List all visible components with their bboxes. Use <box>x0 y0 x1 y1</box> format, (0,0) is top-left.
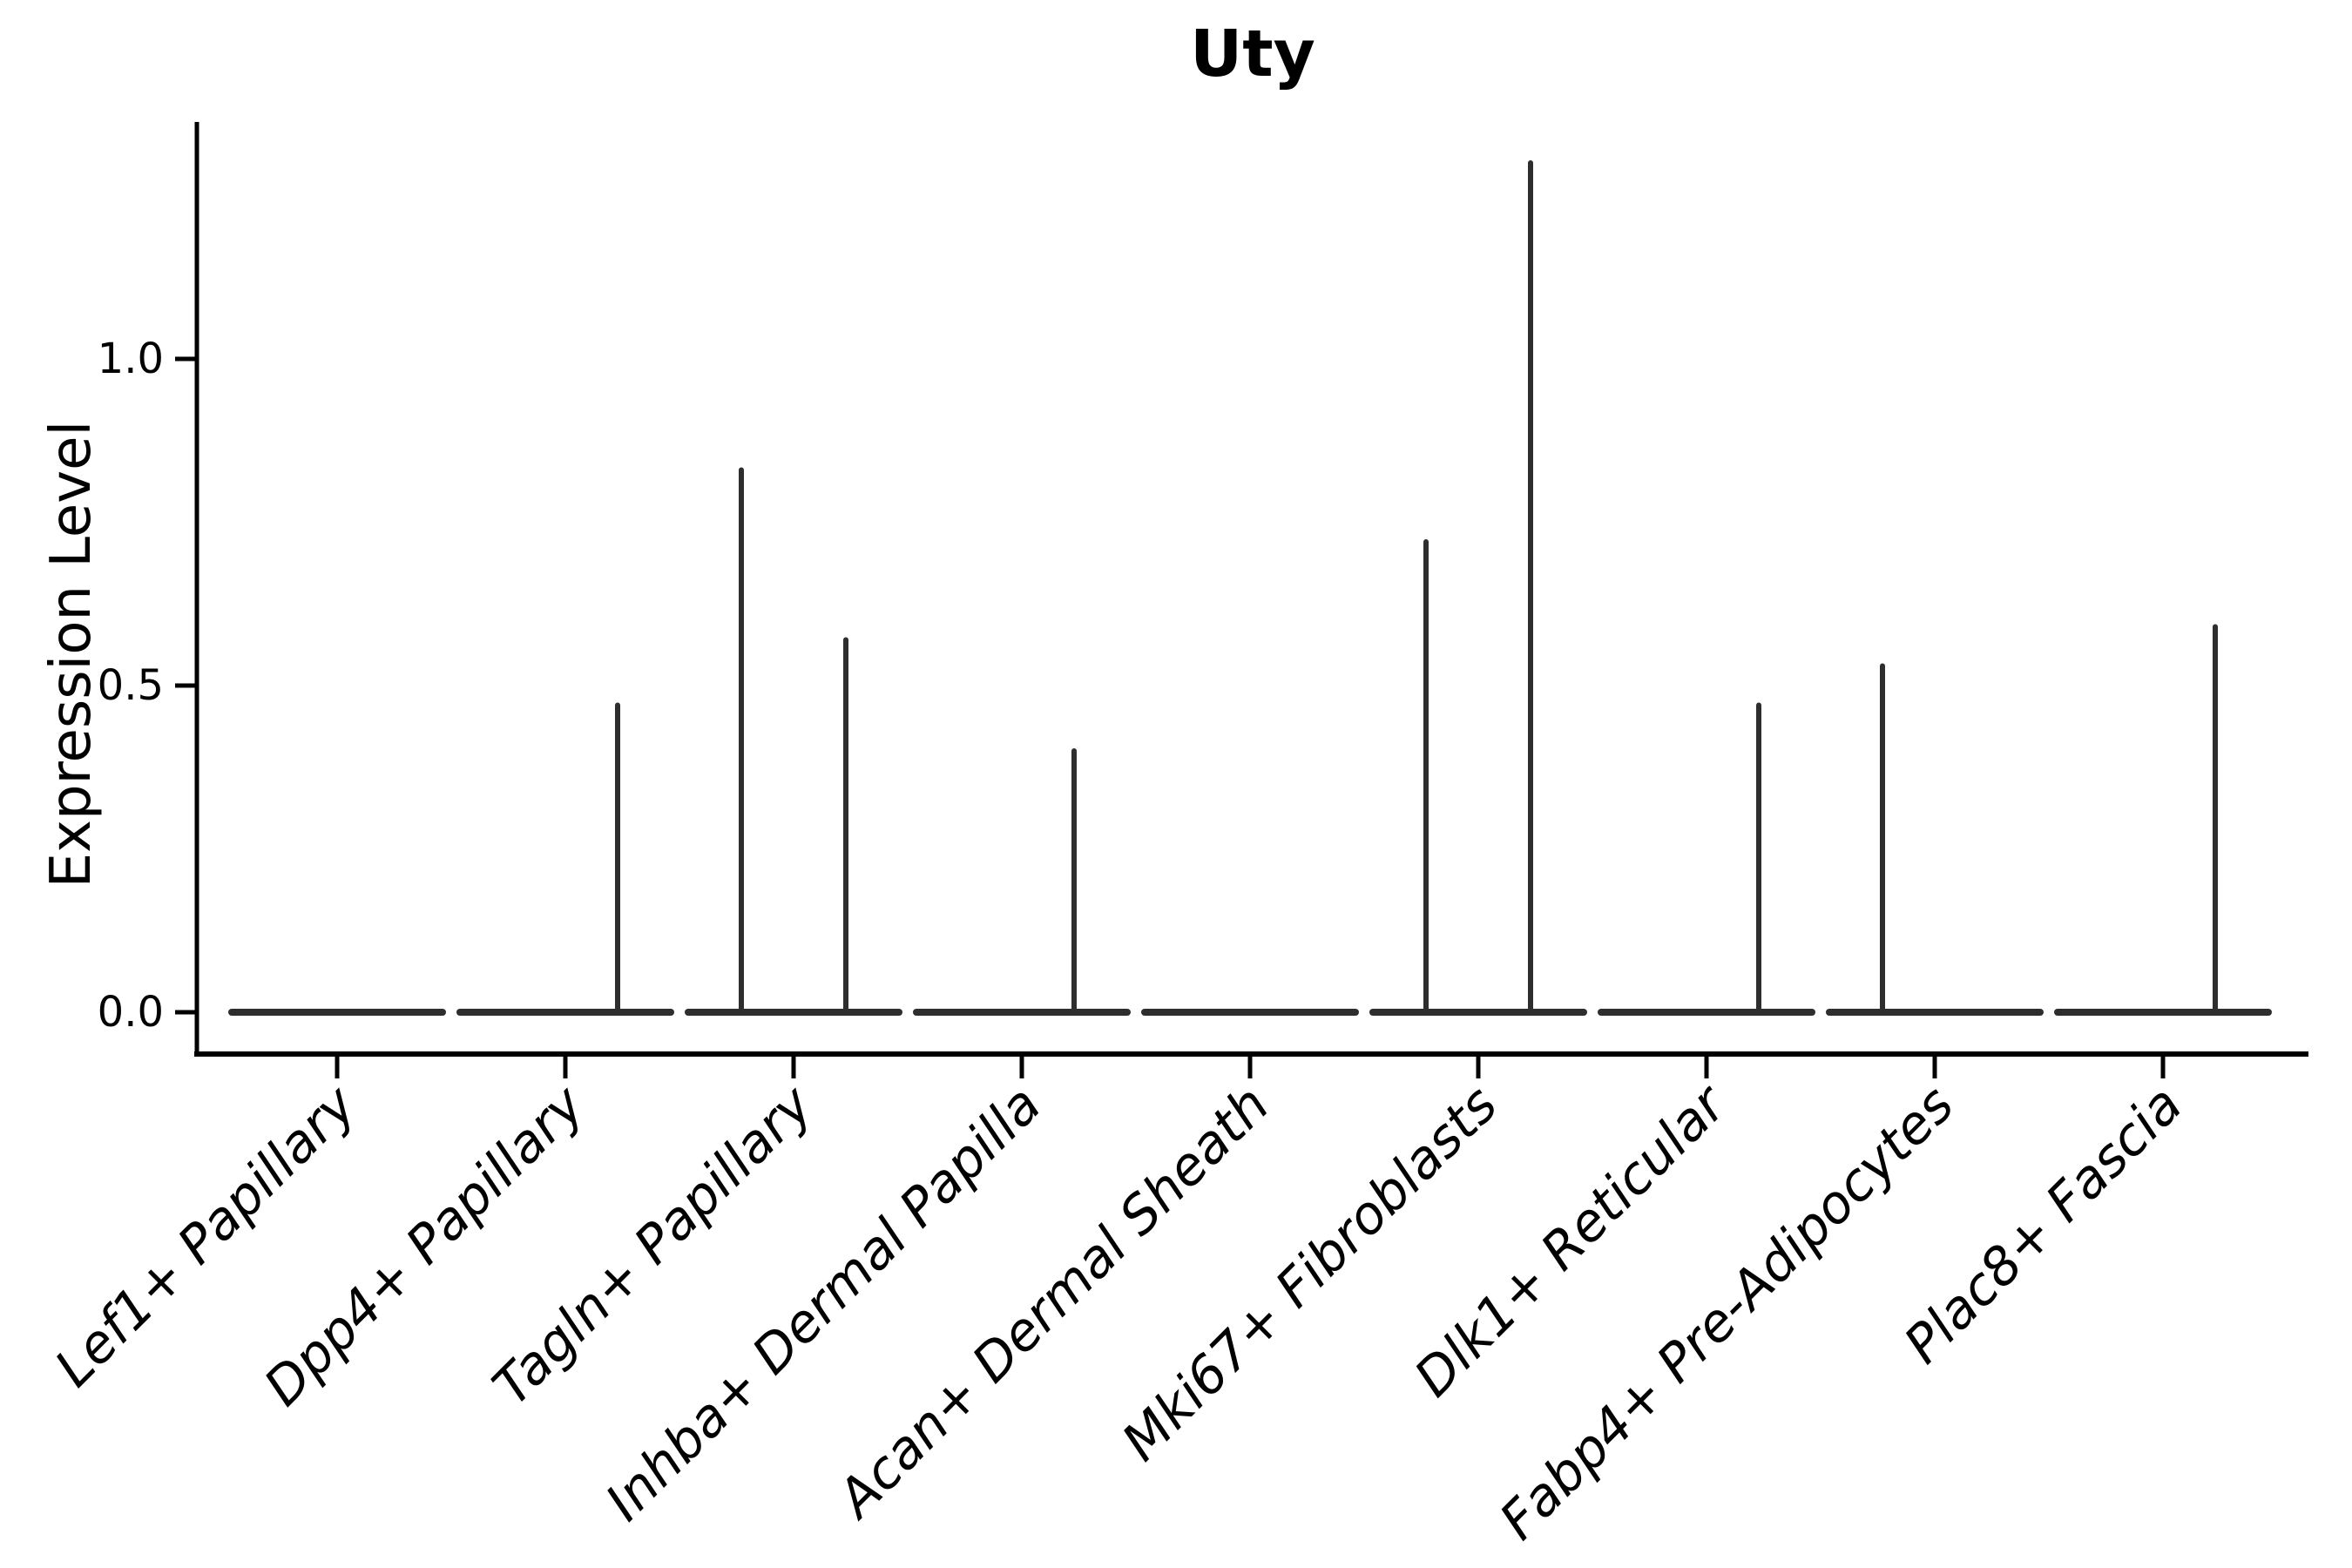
x-tick-label-5: Mki67+ Fibroblasts <box>1111 1074 1510 1473</box>
y-tick-label-0: 0.0 <box>98 988 164 1037</box>
x-tick-label-3: Inhba+ Dermal Papilla <box>594 1074 1052 1532</box>
y-tick-label-2: 1.0 <box>98 335 164 383</box>
x-tick-label-7: Fabp4+ Pre-Adipocytes <box>1488 1074 1965 1551</box>
plot-title: Uty <box>1190 17 1315 91</box>
x-tick-label-4: Acan+ Dermal Sheath <box>824 1074 1281 1531</box>
y-tick-label-1: 0.5 <box>98 661 164 710</box>
